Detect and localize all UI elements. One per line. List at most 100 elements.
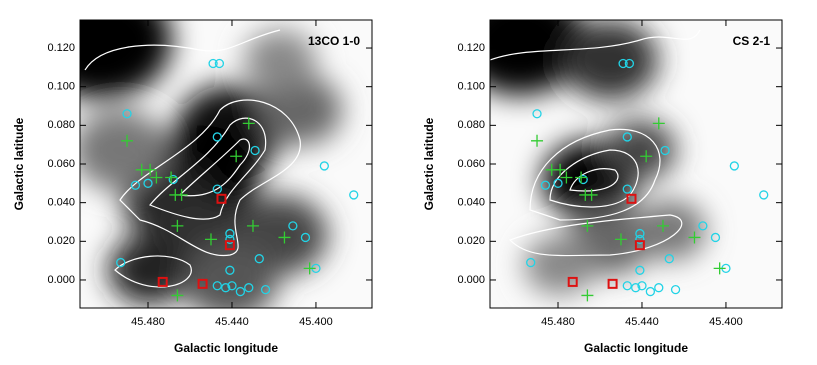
source-circle <box>670 284 681 295</box>
emission <box>524 235 596 295</box>
source-plus <box>278 231 291 244</box>
y-tick-label: 0.040 <box>47 197 75 209</box>
source-circle <box>618 58 628 69</box>
map-image <box>80 20 372 308</box>
x-tick-label: 45.480 <box>131 316 165 328</box>
source-circle <box>227 281 237 291</box>
y-tick-label: 0.040 <box>457 197 485 209</box>
source-circle <box>526 257 536 268</box>
source-circle <box>225 265 235 275</box>
source-circle <box>698 221 708 231</box>
source-circle <box>221 283 231 293</box>
source-plus <box>230 150 243 163</box>
source-circle <box>212 184 222 194</box>
source-plus <box>242 117 255 130</box>
source-circle <box>578 174 588 185</box>
source-plus <box>656 219 669 232</box>
source-circle <box>254 254 264 264</box>
source-circle <box>122 109 132 119</box>
contour <box>549 149 639 208</box>
source-plus <box>554 163 567 176</box>
source-plus <box>581 289 594 302</box>
y-tick-label: 0.060 <box>47 158 75 170</box>
source-circle <box>637 281 647 291</box>
source-square <box>157 276 168 287</box>
source-circle <box>212 132 222 142</box>
source-circle <box>729 161 739 171</box>
y-tick-label: 0.060 <box>457 158 485 170</box>
y-tick-label: 0.000 <box>47 274 75 286</box>
emission-blobs <box>80 20 342 308</box>
contours <box>490 29 701 257</box>
emission <box>604 120 676 180</box>
source-circle <box>214 58 225 69</box>
source-circle <box>250 145 260 156</box>
source-circle <box>130 180 141 190</box>
source-circle <box>631 283 641 293</box>
source-circle <box>540 180 551 190</box>
source-circle <box>759 190 769 200</box>
source-square <box>567 276 578 287</box>
source-circle <box>622 132 632 142</box>
y-tick-label: 0.000 <box>457 274 485 286</box>
contour <box>490 29 701 61</box>
x-tick-label: 45.400 <box>709 316 743 328</box>
emission <box>634 200 706 260</box>
emission <box>244 30 316 90</box>
y-tick-label: 0.020 <box>457 235 485 247</box>
source-plus <box>171 219 184 232</box>
source-circle <box>553 178 563 188</box>
source-circle <box>624 58 635 69</box>
source-circle <box>235 286 246 297</box>
source-plus <box>144 163 157 176</box>
contour <box>508 214 683 257</box>
emission <box>562 20 658 100</box>
y-tick-label: 0.120 <box>47 42 75 54</box>
emission <box>490 20 586 95</box>
source-circle <box>622 184 632 194</box>
source-plus <box>560 171 573 184</box>
source-plus <box>303 262 316 275</box>
source-circle <box>635 265 645 275</box>
source-square <box>607 278 618 289</box>
source-circle <box>208 58 218 69</box>
panel-title: CS 2-1 <box>733 34 771 48</box>
x-tick-label: 45.440 <box>625 316 659 328</box>
y-tick-label: 0.080 <box>457 119 485 131</box>
y-tick-label: 0.080 <box>47 119 75 131</box>
source-square <box>224 240 235 251</box>
map-image <box>490 20 782 308</box>
source-plus <box>640 150 653 163</box>
contour <box>178 138 250 197</box>
source-circle <box>116 257 126 268</box>
source-plus <box>688 231 701 244</box>
contour <box>114 255 192 288</box>
source-circle <box>168 174 178 185</box>
source-circle <box>300 232 311 243</box>
emission <box>108 235 192 305</box>
y-axis-label: Galactic latitude <box>12 117 26 210</box>
contour <box>84 29 281 71</box>
panel-title: 13CO 1-0 <box>308 34 360 48</box>
source-circle <box>225 228 235 239</box>
source-circle <box>288 221 298 231</box>
source-square <box>626 193 637 204</box>
source-circle <box>645 286 656 297</box>
x-tick-label: 45.440 <box>215 316 249 328</box>
source-plus <box>713 262 726 275</box>
contour <box>119 99 301 257</box>
source-plus <box>165 171 178 184</box>
source-circle <box>532 109 542 119</box>
contour <box>529 128 661 221</box>
source-plus <box>614 233 627 246</box>
source-plus <box>585 188 598 201</box>
x-tick-label: 45.480 <box>541 316 575 328</box>
source-circle <box>660 145 670 156</box>
source-square <box>197 278 208 289</box>
y-tick-label: 0.120 <box>457 42 485 54</box>
source-circle <box>622 281 632 291</box>
source-circle <box>143 178 153 188</box>
source-plus <box>204 233 217 246</box>
contours <box>84 29 301 288</box>
